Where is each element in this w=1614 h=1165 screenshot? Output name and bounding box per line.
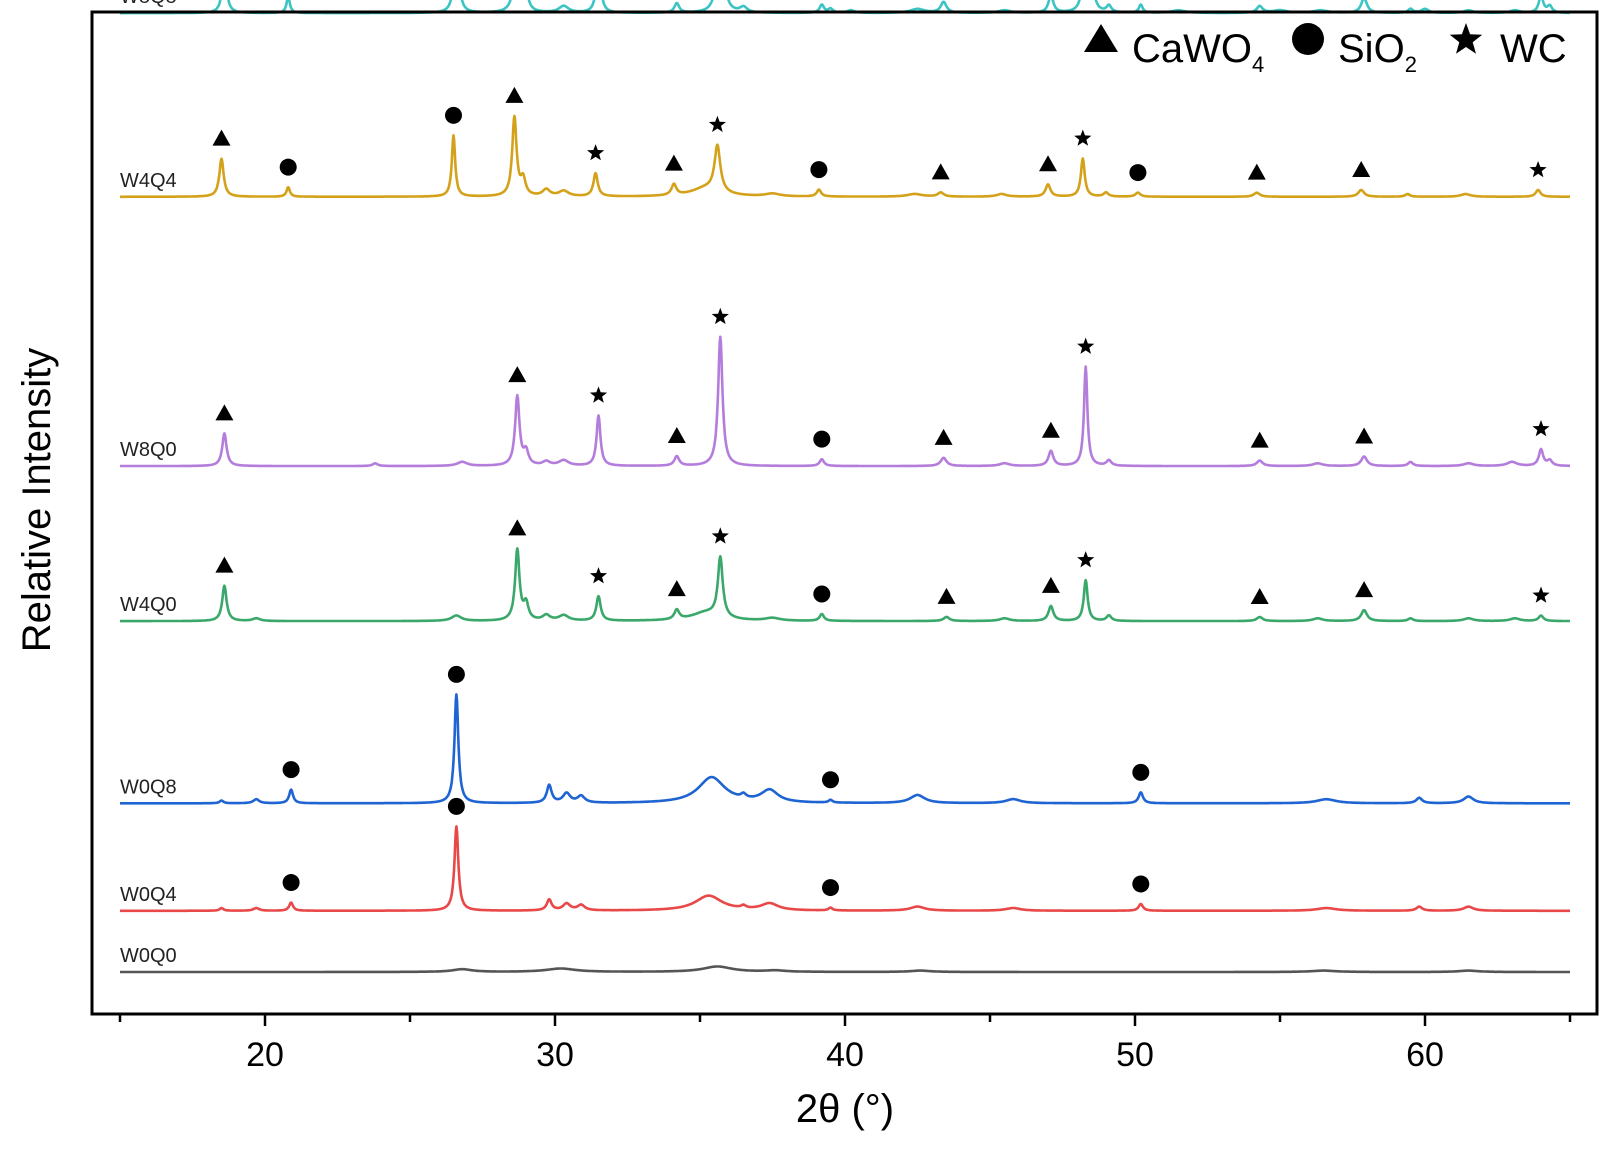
x-tick-label-60: 60 [1406, 1036, 1444, 1074]
peak-marker-triangle-w4q4-3 [505, 86, 524, 103]
series-label-w0q4: W0Q4 [120, 884, 177, 906]
peak-marker-star-w4q0-4 [711, 527, 729, 544]
series-line-w0q8 [119, 693, 1571, 805]
series-label-w8q0: W8Q0 [120, 439, 177, 461]
peak-marker-star-w4q4-14 [1529, 161, 1547, 178]
legend-star-icon [1449, 23, 1483, 54]
peak-marker-circle-w0q8-3 [1132, 763, 1150, 781]
annotation-layer [212, 86, 1550, 897]
legend-sio2-label: SiO2 [1338, 27, 1417, 77]
series-label-w4q0: W4Q0 [120, 594, 177, 616]
peak-marker-star-w8q0-2 [589, 386, 608, 403]
peak-marker-triangle-w8q0-0 [215, 404, 234, 421]
peak-marker-circle-w0q8-2 [822, 771, 839, 789]
peak-marker-circle-w0q8-1 [447, 665, 465, 683]
peak-marker-circle-w4q4-11 [1129, 164, 1147, 182]
peak-marker-triangle-w4q0-9 [1250, 587, 1269, 604]
series-line-w0q0 [119, 965, 1571, 974]
peak-marker-circle-w4q4-7 [810, 161, 828, 179]
legend-circle-icon [1292, 23, 1324, 55]
peak-marker-triangle-w4q0-3 [667, 580, 686, 597]
peak-marker-triangle-w4q0-1 [508, 519, 527, 536]
peak-marker-triangle-w4q4-8 [931, 163, 950, 180]
peak-marker-triangle-w8q0-1 [508, 366, 527, 383]
peak-marker-circle-w4q0-5 [813, 585, 831, 603]
peak-marker-circle-w4q4-1 [279, 158, 297, 176]
peak-marker-star-w4q0-11 [1532, 586, 1550, 603]
x-tick-label-20: 20 [246, 1036, 284, 1074]
x-tick-label-50: 50 [1116, 1036, 1154, 1074]
x-tick-label-40: 40 [826, 1036, 864, 1074]
series-label-w0q0: W0Q0 [120, 945, 177, 967]
peak-marker-triangle-w4q4-5 [664, 154, 683, 171]
series-line-w8q0 [119, 335, 1571, 468]
peak-marker-star-w8q0-8 [1077, 337, 1095, 354]
x-axis-title: 2θ (°) [796, 1087, 894, 1131]
peak-marker-triangle-w4q0-6 [937, 587, 956, 604]
series-label-w0q8: W0Q8 [120, 776, 177, 798]
peak-marker-triangle-w8q0-3 [667, 426, 686, 443]
peak-marker-triangle-w8q0-9 [1250, 431, 1269, 448]
peak-marker-star-w4q4-6 [708, 115, 726, 132]
peak-marker-circle-w0q4-0 [282, 874, 300, 892]
series-label-w4q4: W4Q4 [120, 170, 177, 192]
peak-marker-triangle-w4q4-9 [1039, 155, 1057, 172]
y-axis-title: Relative Intensity [15, 348, 59, 653]
legend: CaWO4 SiO2 WC [1084, 23, 1567, 77]
legend-triangle-icon [1084, 24, 1118, 52]
peak-marker-triangle-w4q0-7 [1041, 576, 1060, 593]
series-line-w0q4 [119, 825, 1571, 913]
x-tick-label-30: 30 [536, 1036, 574, 1074]
peak-marker-circle-w0q4-1 [447, 797, 465, 815]
peak-marker-triangle-w4q4-12 [1247, 163, 1266, 180]
peak-marker-star-w8q0-11 [1532, 420, 1550, 437]
peak-marker-circle-w0q4-3 [1132, 875, 1150, 893]
peak-marker-circle-w0q8-0 [282, 761, 300, 779]
legend-cawo4-label: CaWO4 [1132, 27, 1264, 77]
peak-marker-triangle-w4q0-0 [215, 556, 234, 573]
legend-wc-label: WC [1500, 27, 1567, 71]
series-label-w8q8: W8Q8 [120, 0, 177, 8]
peak-marker-star-w4q4-10 [1074, 129, 1092, 146]
peak-marker-triangle-w4q0-10 [1355, 581, 1374, 598]
series-line-w4q4 [119, 114, 1571, 199]
peak-marker-triangle-w4q4-13 [1352, 160, 1371, 177]
peak-marker-triangle-w8q0-10 [1355, 427, 1374, 444]
peak-marker-triangle-w8q0-7 [1041, 421, 1060, 438]
peak-marker-star-w4q0-2 [589, 567, 608, 584]
peak-marker-star-w4q4-4 [587, 144, 605, 161]
peak-marker-star-w4q0-8 [1077, 551, 1095, 568]
peak-marker-circle-w8q0-5 [813, 430, 831, 448]
x-axis: 20 30 40 50 60 [118, 1014, 1572, 1074]
series-line-w4q0 [119, 547, 1571, 623]
peak-marker-circle-w0q4-2 [822, 879, 839, 897]
peak-marker-circle-w4q4-2 [445, 106, 462, 124]
series-layer [119, 0, 1571, 974]
series-label-layer: W8Q8 W4Q4 W8Q0 W4Q0 W0Q8 W0Q4 W0Q0 [120, 0, 177, 967]
peak-marker-triangle-w8q0-6 [934, 428, 953, 445]
peak-marker-star-w8q0-4 [711, 307, 729, 325]
peak-marker-triangle-w4q4-0 [212, 129, 231, 146]
